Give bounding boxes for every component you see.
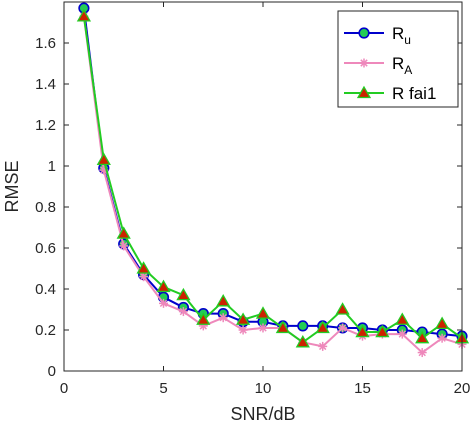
x-tick-label: 10 bbox=[255, 380, 272, 397]
data-point-marker bbox=[216, 293, 231, 307]
x-tick-label: 5 bbox=[159, 380, 167, 397]
data-point-marker bbox=[356, 85, 372, 99]
data-point-marker bbox=[355, 324, 370, 338]
data-point-marker bbox=[139, 272, 149, 282]
legend-label: Ru bbox=[392, 24, 411, 47]
y-tick-label: 1.6 bbox=[35, 35, 56, 52]
data-point-marker bbox=[196, 312, 211, 325]
legend-label-main: R fai1 bbox=[392, 84, 436, 103]
data-point-marker bbox=[415, 330, 430, 344]
data-point-marker bbox=[437, 333, 447, 343]
x-axis-label: SNR/dB bbox=[230, 404, 295, 424]
data-point-marker bbox=[295, 334, 310, 348]
y-tick-label: 1 bbox=[48, 158, 56, 175]
data-point-marker bbox=[176, 287, 191, 301]
data-point-marker bbox=[218, 313, 228, 323]
axis-ticks: 0 5 10 15 20 0 0.2 0.4 0.6 0.8 1 1.2 1.4 1.6 bbox=[35, 2, 470, 397]
data-point-marker bbox=[136, 261, 151, 274]
series-layer bbox=[76, 2, 470, 358]
legend-label-main: R bbox=[392, 54, 404, 73]
y-tick-label: 0.6 bbox=[35, 240, 56, 257]
data-point-marker bbox=[156, 279, 171, 293]
data-point-marker bbox=[119, 241, 129, 251]
legend-item: Ru bbox=[344, 24, 411, 47]
data-point-marker bbox=[318, 341, 328, 351]
x-tick-label: 15 bbox=[354, 380, 371, 397]
x-tick-label: 0 bbox=[60, 380, 68, 397]
data-point-marker bbox=[255, 306, 271, 319]
data-point-marker bbox=[238, 325, 248, 335]
data-point-marker bbox=[397, 329, 407, 339]
legend-item: R fai1 bbox=[344, 84, 436, 103]
data-point-marker bbox=[358, 27, 370, 39]
y-tick-label: 0 bbox=[48, 363, 56, 380]
data-point-marker bbox=[338, 323, 348, 333]
data-point-marker bbox=[417, 348, 427, 358]
legend-item: RA bbox=[344, 54, 412, 77]
y-tick-label: 0.4 bbox=[35, 281, 56, 298]
y-tick-label: 0.2 bbox=[35, 322, 56, 339]
legend-label-subscript: u bbox=[404, 33, 411, 47]
data-point-marker bbox=[375, 324, 390, 338]
data-point-marker bbox=[434, 316, 450, 330]
data-point-marker bbox=[116, 226, 131, 239]
data-point-marker bbox=[315, 320, 330, 334]
data-point-marker bbox=[96, 152, 111, 166]
data-point-marker bbox=[76, 9, 92, 22]
y-tick-label: 1.2 bbox=[35, 117, 56, 134]
data-point-marker bbox=[335, 302, 350, 315]
data-point-marker bbox=[297, 320, 309, 332]
legend-label: R fai1 bbox=[392, 84, 436, 103]
data-point-marker bbox=[159, 298, 168, 308]
data-point-marker bbox=[235, 312, 251, 325]
legend-label: RA bbox=[392, 54, 412, 77]
x-tick-label: 20 bbox=[454, 380, 471, 397]
data-point-marker bbox=[275, 320, 291, 334]
series-2 bbox=[76, 9, 470, 348]
legend-label-main: R bbox=[392, 24, 404, 43]
legend-label-subscript: A bbox=[404, 63, 412, 77]
data-point-marker bbox=[178, 307, 188, 317]
y-tick-label: 0.8 bbox=[35, 199, 56, 216]
legend-box bbox=[337, 10, 459, 108]
data-point-marker bbox=[359, 58, 369, 68]
y-tick-label: 1.4 bbox=[35, 76, 56, 93]
data-point-marker bbox=[258, 323, 268, 333]
y-axis-label: RMSE bbox=[2, 160, 22, 212]
data-point-marker bbox=[395, 312, 410, 325]
